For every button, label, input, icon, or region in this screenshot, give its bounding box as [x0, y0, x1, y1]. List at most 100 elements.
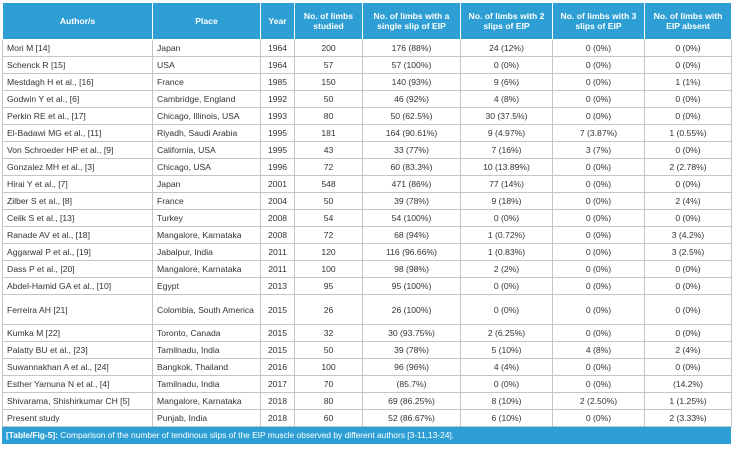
table-row: Mori M [14] Japan 1964 200 176 (88%) 24 (12%)… — [2, 39, 732, 57]
author-cell: Perkin RE et al., [17] — [2, 107, 153, 125]
two-slips-cell: 0 (0%) — [460, 294, 553, 325]
three-slips-cell: 0 (0%) — [552, 294, 645, 325]
table-row: Abdel-Hamid GA et al., [10] Egypt 2013 95 95… — [2, 277, 732, 295]
place-cell: Mangalore, Karnataka — [152, 260, 261, 278]
two-slips-cell: 1 (0.72%) — [460, 226, 553, 244]
three-slips-cell: 0 (0%) — [552, 358, 645, 376]
limbs-studied-cell: 100 — [294, 260, 363, 278]
header-cell: No. of limbs with EIP absent — [644, 2, 732, 40]
author-cell: Ranade AV et al., [18] — [2, 226, 153, 244]
place-cell: Cambridge, England — [152, 90, 261, 108]
single-slip-cell: 46 (92%) — [362, 90, 461, 108]
place-cell: France — [152, 192, 261, 210]
single-slip-cell: 52 (86.67%) — [362, 409, 461, 427]
three-slips-cell: 0 (0%) — [552, 73, 645, 91]
three-slips-cell: 0 (0%) — [552, 375, 645, 393]
table-row: Godwin Y et al., [6] Cambridge, England 19… — [2, 90, 732, 108]
two-slips-cell: 9 (6%) — [460, 73, 553, 91]
year-cell: 2001 — [260, 175, 295, 193]
limbs-studied-cell: 50 — [294, 192, 363, 210]
author-cell: Suwannakhan A et al., [24] — [2, 358, 153, 376]
two-slips-cell: 24 (12%) — [460, 39, 553, 57]
two-slips-cell: 0 (0%) — [460, 209, 553, 227]
year-cell: 1964 — [260, 56, 295, 74]
year-cell: 2013 — [260, 277, 295, 295]
three-slips-cell: 2 (2.50%) — [552, 392, 645, 410]
single-slip-cell: 98 (98%) — [362, 260, 461, 278]
three-slips-cell: 0 (0%) — [552, 39, 645, 57]
year-cell: 2011 — [260, 243, 295, 261]
header-cell: No. of limbs studied — [294, 2, 363, 40]
eip-absent-cell: 0 (0%) — [644, 175, 732, 193]
table-row: Present study Punjab, India 2018 60 52 (86.6… — [2, 409, 732, 427]
single-slip-cell: 26 (100%) — [362, 294, 461, 325]
place-cell: Egypt — [152, 277, 261, 295]
author-cell: Mestdagh H et al., [16] — [2, 73, 153, 91]
year-cell: 2015 — [260, 324, 295, 342]
two-slips-cell: 8 (10%) — [460, 392, 553, 410]
two-slips-cell: 9 (18%) — [460, 192, 553, 210]
two-slips-cell: 0 (0%) — [460, 375, 553, 393]
limbs-studied-cell: 200 — [294, 39, 363, 57]
year-cell: 2008 — [260, 209, 295, 227]
caption-text: Comparison of the number of tendinous sl… — [57, 430, 455, 440]
table-row: Esther Yamuna N et al., [4] Tamilnadu, In… — [2, 375, 732, 393]
place-cell: Japan — [152, 39, 261, 57]
place-cell: France — [152, 73, 261, 91]
limbs-studied-cell: 57 — [294, 56, 363, 74]
three-slips-cell: 4 (8%) — [552, 341, 645, 359]
eip-absent-cell: 0 (0%) — [644, 56, 732, 74]
two-slips-cell: 4 (4%) — [460, 358, 553, 376]
limbs-studied-cell: 181 — [294, 124, 363, 142]
two-slips-cell: 4 (8%) — [460, 90, 553, 108]
table-row: Mestdagh H et al., [16] France 1985 150 140 … — [2, 73, 732, 91]
header-cell: Year — [260, 2, 295, 40]
limbs-studied-cell: 50 — [294, 90, 363, 108]
eip-absent-cell: 0 (0%) — [644, 294, 732, 325]
limbs-studied-cell: 72 — [294, 226, 363, 244]
place-cell: Riyadh, Saudi Arabia — [152, 124, 261, 142]
two-slips-cell: 5 (10%) — [460, 341, 553, 359]
limbs-studied-cell: 70 — [294, 375, 363, 393]
three-slips-cell: 0 (0%) — [552, 56, 645, 74]
single-slip-cell: 39 (78%) — [362, 341, 461, 359]
table-row: Gonzalez MH et al., [3] Chicago, USA 1996 7… — [2, 158, 732, 176]
header-cell: No. of limbs with 3 slips of EIP — [552, 2, 645, 40]
three-slips-cell: 3 (7%) — [552, 141, 645, 159]
single-slip-cell: 176 (88%) — [362, 39, 461, 57]
year-cell: 2016 — [260, 358, 295, 376]
limbs-studied-cell: 32 — [294, 324, 363, 342]
single-slip-cell: 54 (100%) — [362, 209, 461, 227]
single-slip-cell: 471 (86%) — [362, 175, 461, 193]
author-cell: Hirai Y et al., [7] — [2, 175, 153, 193]
eip-absent-cell: 3 (2.5%) — [644, 243, 732, 261]
header-cell: No. of limbs with a single slip of EIP — [362, 2, 461, 40]
year-cell: 2018 — [260, 392, 295, 410]
place-cell: Tamilnadu, India — [152, 375, 261, 393]
single-slip-cell: 57 (100%) — [362, 56, 461, 74]
single-slip-cell: 95 (100%) — [362, 277, 461, 295]
limbs-studied-cell: 548 — [294, 175, 363, 193]
author-cell: El-Badawi MG et al., [11] — [2, 124, 153, 142]
three-slips-cell: 0 (0%) — [552, 243, 645, 261]
single-slip-cell: (85.7%) — [362, 375, 461, 393]
year-cell: 1964 — [260, 39, 295, 57]
table-row: Schenck R [15] USA 1964 57 57 (100%) 0 (0%) 0 … — [2, 56, 732, 74]
author-cell: Schenck R [15] — [2, 56, 153, 74]
limbs-studied-cell: 72 — [294, 158, 363, 176]
year-cell: 2011 — [260, 260, 295, 278]
limbs-studied-cell: 80 — [294, 107, 363, 125]
header-cell: Place — [152, 2, 261, 40]
three-slips-cell: 0 (0%) — [552, 107, 645, 125]
year-cell: 2008 — [260, 226, 295, 244]
place-cell: Jabalpur, India — [152, 243, 261, 261]
single-slip-cell: 30 (93.75%) — [362, 324, 461, 342]
table-caption: [Table/Fig-5]: Comparison of the number … — [2, 427, 731, 444]
author-cell: Abdel-Hamid GA et al., [10] — [2, 277, 153, 295]
three-slips-cell: 0 (0%) — [552, 209, 645, 227]
author-cell: Present study — [2, 409, 153, 427]
eip-absent-cell: 0 (0%) — [644, 141, 732, 159]
place-cell: Chicago, USA — [152, 158, 261, 176]
caption-label: [Table/Fig-5]: — [6, 430, 58, 440]
eip-absent-cell: 2 (4%) — [644, 192, 732, 210]
